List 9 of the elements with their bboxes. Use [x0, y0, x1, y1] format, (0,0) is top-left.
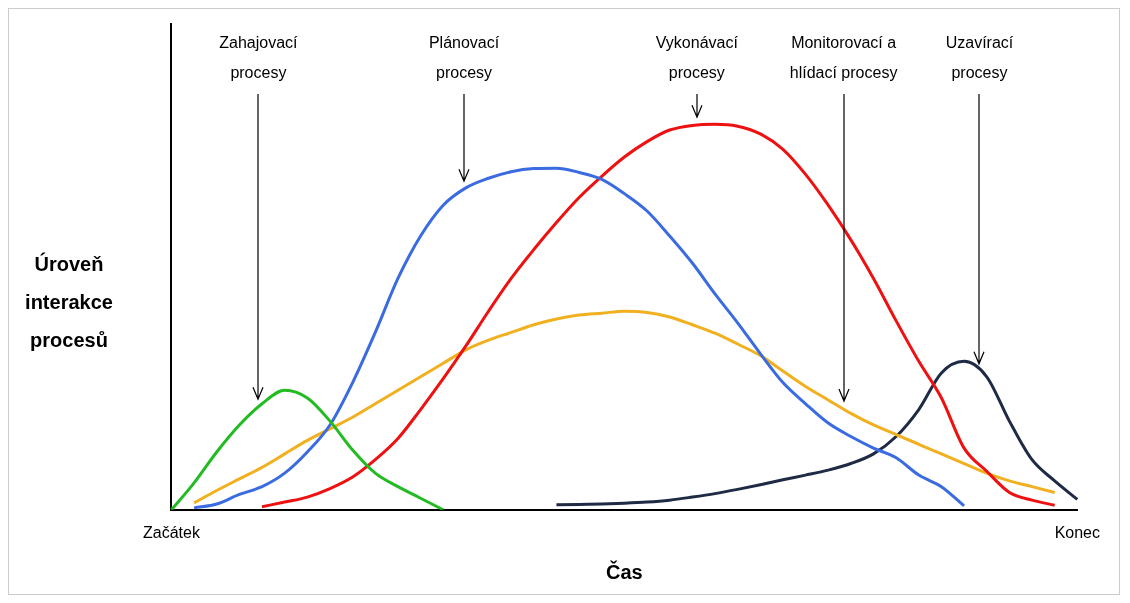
text: Zahajovací procesy [218, 33, 299, 83]
x-axis-title: Čas [606, 559, 643, 583]
text: Vykonávací procesy [654, 33, 739, 83]
text: Monitorovací a hlídací procesy [788, 33, 899, 83]
text: Plánovací procesy [427, 33, 501, 83]
x-tick-label: Konec [1054, 523, 1100, 541]
text: Uzavírací procesy [944, 33, 1015, 83]
x-tick-label: Začátek [143, 523, 201, 541]
y-axis-title: Úroveň interakce procesů [24, 251, 114, 353]
